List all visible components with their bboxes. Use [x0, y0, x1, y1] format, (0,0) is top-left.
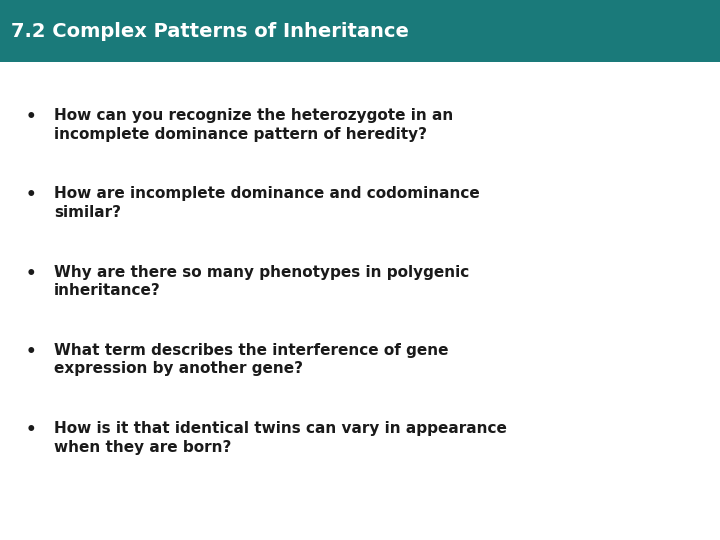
- Text: •: •: [25, 265, 36, 282]
- Text: How can you recognize the heterozygote in an
incomplete dominance pattern of her: How can you recognize the heterozygote i…: [54, 108, 454, 141]
- Text: •: •: [25, 108, 36, 126]
- Text: How is it that identical twins can vary in appearance
when they are born?: How is it that identical twins can vary …: [54, 421, 507, 455]
- Text: •: •: [25, 343, 36, 361]
- Text: How are incomplete dominance and codominance
similar?: How are incomplete dominance and codomin…: [54, 186, 480, 220]
- Text: Why are there so many phenotypes in polygenic
inheritance?: Why are there so many phenotypes in poly…: [54, 265, 469, 298]
- Text: 7.2 Complex Patterns of Inheritance: 7.2 Complex Patterns of Inheritance: [11, 22, 409, 40]
- Text: What term describes the interference of gene
expression by another gene?: What term describes the interference of …: [54, 343, 449, 376]
- Text: •: •: [25, 186, 36, 204]
- Bar: [0, 0, 720, 62]
- Text: •: •: [25, 421, 36, 439]
